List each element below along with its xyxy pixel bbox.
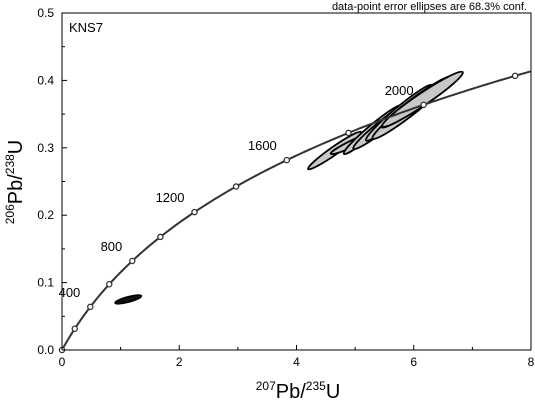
age-label: 1600 xyxy=(248,138,277,153)
age-label: 400 xyxy=(59,285,81,300)
y-axis-sup-2: 238 xyxy=(3,154,17,174)
y-tick-label: 0.1 xyxy=(37,276,54,290)
sample-label: KNS7 xyxy=(69,20,103,35)
age-labels: 400 800 1200 1600 2000 xyxy=(59,83,414,300)
x-axis-sup-2: 235 xyxy=(306,379,326,393)
x-tick-label: 8 xyxy=(528,355,535,369)
age-marker xyxy=(232,183,240,190)
age-marker xyxy=(191,208,198,216)
y-tick-label: 0.4 xyxy=(37,73,54,87)
concordia-line xyxy=(61,70,531,351)
age-label: 1200 xyxy=(156,190,185,205)
error-ellipse xyxy=(381,70,464,128)
x-axis-main-2: U xyxy=(326,381,340,403)
axis-ticks: 0 2 4 6 8 0.0 0.1 0.2 0.3 0.4 0.5 xyxy=(37,6,534,369)
age-label: 800 xyxy=(101,239,123,254)
x-tick-label: 6 xyxy=(410,355,417,369)
y-tick-label: 0.2 xyxy=(37,208,54,222)
y-axis-title: 206Pb/238U xyxy=(3,140,27,225)
x-tick-label: 2 xyxy=(176,355,183,369)
age-marker xyxy=(87,303,94,311)
age-marker xyxy=(345,129,352,137)
age-marker xyxy=(157,233,164,241)
age-marker xyxy=(420,101,427,109)
age-markers xyxy=(58,72,519,354)
x-axis-main-1: Pb/ xyxy=(276,381,306,403)
error-ellipse xyxy=(114,294,143,305)
age-label: 2000 xyxy=(385,83,414,98)
y-axis-main-1: Pb/ xyxy=(5,174,27,204)
y-tick-label: 0.5 xyxy=(37,6,54,20)
age-marker xyxy=(71,325,79,333)
age-marker xyxy=(283,156,291,164)
age-marker xyxy=(511,72,519,80)
annotation-text: data-point error ellipses are 68.3% conf… xyxy=(332,1,527,13)
y-tick-label: 0.3 xyxy=(37,141,54,155)
error-ellipses xyxy=(114,70,464,305)
x-axis-title: 207Pb/235U xyxy=(256,379,341,403)
x-tick-label: 0 xyxy=(59,355,66,369)
y-axis-sup-1: 206 xyxy=(3,204,17,224)
age-marker xyxy=(129,257,136,265)
x-tick-label: 4 xyxy=(293,355,300,369)
y-tick-label: 0.0 xyxy=(37,343,54,357)
y-axis-main-2: U xyxy=(5,140,27,154)
x-axis-sup-1: 207 xyxy=(256,379,276,393)
concordia-curve xyxy=(61,70,531,351)
age-marker xyxy=(105,281,113,288)
